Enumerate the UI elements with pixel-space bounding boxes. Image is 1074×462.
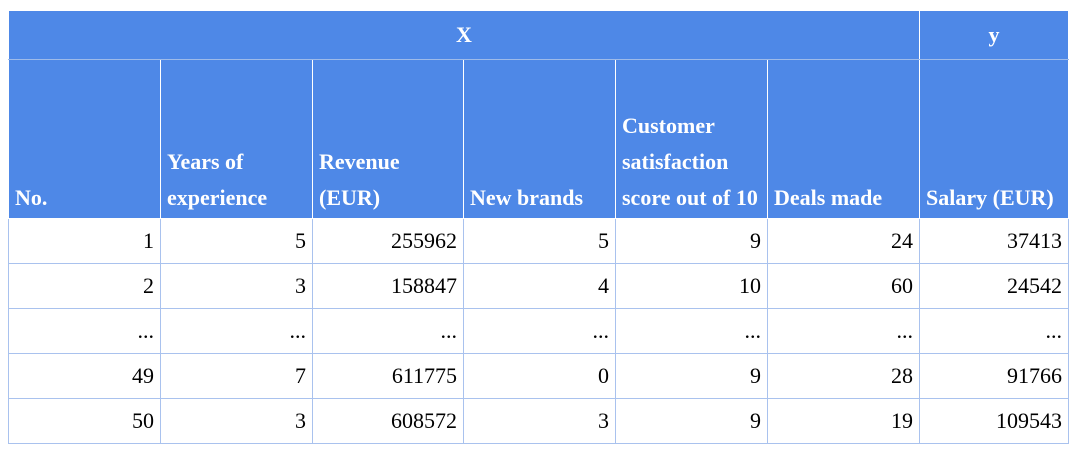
cell-revenue: 158847 — [312, 263, 464, 309]
cell-years-of-experience: 3 — [160, 263, 313, 309]
cell-salary: 91766 — [919, 353, 1069, 399]
cell-deals-made: 28 — [767, 353, 920, 399]
cell-customer-satisfaction: 9 — [615, 353, 768, 399]
cell-deals-made: 19 — [767, 398, 920, 444]
cell-years-of-experience: 7 — [160, 353, 313, 399]
cell-salary: 24542 — [919, 263, 1069, 309]
column-header-deals-made: Deals made — [767, 59, 920, 219]
cell-new-brands: 0 — [463, 353, 616, 399]
cell-revenue: 611775 — [312, 353, 464, 399]
cell-revenue: 608572 — [312, 398, 464, 444]
cell-salary: ... — [919, 308, 1069, 354]
cell-salary: 109543 — [919, 398, 1069, 444]
cell-no: 49 — [8, 353, 161, 399]
table-row: 1 5 255962 5 9 24 37413 — [8, 218, 1069, 264]
cell-new-brands: 5 — [463, 218, 616, 264]
cell-new-brands: ... — [463, 308, 616, 354]
column-header-no: No. — [8, 59, 161, 219]
cell-no: 50 — [8, 398, 161, 444]
table-row-ellipsis: ... ... ... ... ... ... ... — [8, 308, 1069, 354]
cell-deals-made: 24 — [767, 218, 920, 264]
data-table: X y No. Years of experience Revenue (EUR… — [8, 10, 1069, 444]
column-header-customer-satisfaction: Customer satisfaction score out of 10 — [615, 59, 768, 219]
cell-revenue: 255962 — [312, 218, 464, 264]
group-header-x: X — [8, 10, 920, 60]
column-header-new-brands: New brands — [463, 59, 616, 219]
cell-years-of-experience: 3 — [160, 398, 313, 444]
cell-new-brands: 3 — [463, 398, 616, 444]
cell-deals-made: 60 — [767, 263, 920, 309]
column-header-row: No. Years of experience Revenue (EUR) Ne… — [8, 59, 1069, 219]
cell-years-of-experience: 5 — [160, 218, 313, 264]
cell-customer-satisfaction: 9 — [615, 398, 768, 444]
table-row: 49 7 611775 0 9 28 91766 — [8, 353, 1069, 399]
group-header-row: X y — [8, 10, 1069, 60]
cell-deals-made: ... — [767, 308, 920, 354]
column-header-salary: Salary (EUR) — [919, 59, 1069, 219]
table-row: 2 3 158847 4 10 60 24542 — [8, 263, 1069, 309]
cell-new-brands: 4 — [463, 263, 616, 309]
data-table-container: X y No. Years of experience Revenue (EUR… — [8, 10, 1069, 444]
cell-revenue: ... — [312, 308, 464, 354]
cell-no: 2 — [8, 263, 161, 309]
cell-customer-satisfaction: 10 — [615, 263, 768, 309]
column-header-revenue: Revenue (EUR) — [312, 59, 464, 219]
cell-years-of-experience: ... — [160, 308, 313, 354]
cell-customer-satisfaction: 9 — [615, 218, 768, 264]
group-header-y: y — [919, 10, 1069, 60]
column-header-years-of-experience: Years of experience — [160, 59, 313, 219]
cell-customer-satisfaction: ... — [615, 308, 768, 354]
cell-salary: 37413 — [919, 218, 1069, 264]
cell-no: ... — [8, 308, 161, 354]
cell-no: 1 — [8, 218, 161, 264]
table-row: 50 3 608572 3 9 19 109543 — [8, 398, 1069, 444]
